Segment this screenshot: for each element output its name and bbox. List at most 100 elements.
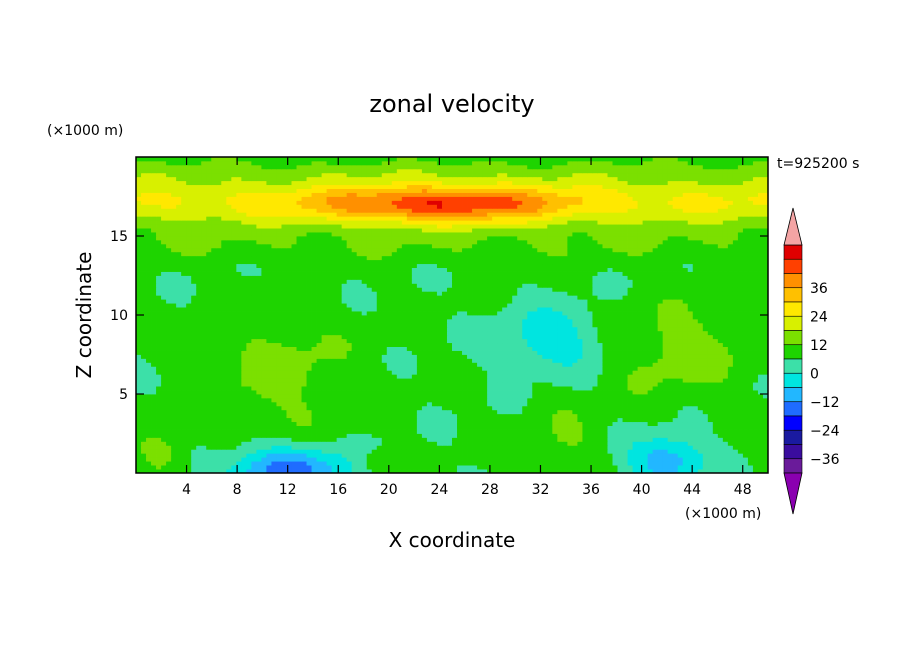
field-cell [191, 326, 197, 332]
field-cell [632, 453, 638, 458]
field-cell [537, 417, 543, 423]
field-cell [632, 358, 638, 363]
field-cell [416, 453, 423, 458]
field-cell [201, 465, 207, 470]
field-cell [281, 425, 287, 430]
field-cell [396, 330, 403, 336]
field-cell [542, 315, 548, 320]
field-cell [592, 413, 598, 419]
field-cell [306, 330, 312, 336]
field-cell [266, 409, 272, 415]
field-cell [487, 358, 493, 363]
field-cell [592, 445, 598, 450]
field-cell [747, 342, 754, 347]
field-cell [727, 346, 734, 351]
field-cell [707, 334, 714, 340]
field-cell [627, 401, 633, 407]
field-cell [462, 409, 468, 415]
field-cell [406, 417, 413, 423]
field-cell [301, 429, 307, 434]
field-cell [682, 441, 689, 446]
field-cell [602, 358, 608, 363]
field-cell [341, 390, 348, 395]
field-cell [522, 334, 528, 340]
field-cell [421, 405, 428, 411]
field-cell [747, 346, 754, 351]
field-cell [331, 449, 338, 454]
field-cell [627, 397, 633, 403]
field-cell [567, 417, 573, 423]
field-cell [472, 334, 478, 340]
field-cell [537, 390, 543, 395]
field-cell [146, 449, 152, 454]
field-cell [251, 437, 257, 442]
field-cell [532, 370, 538, 375]
field-cell [467, 425, 473, 430]
field-cell [336, 390, 343, 395]
field-cell [261, 465, 267, 470]
field-cell [527, 386, 533, 391]
field-cell [166, 401, 172, 407]
field-cell [231, 445, 237, 450]
field-cell [762, 465, 769, 470]
field-cell [727, 338, 734, 344]
field-cell [166, 449, 172, 454]
field-cell [717, 425, 724, 430]
field-cell [401, 346, 408, 351]
field-cell [692, 445, 699, 450]
field-cell [371, 413, 378, 419]
field-cell [487, 453, 493, 458]
field-cell [206, 441, 212, 446]
field-cell [522, 469, 528, 474]
field-cell [301, 354, 307, 359]
field-cell [331, 374, 338, 379]
field-cell [181, 338, 187, 344]
field-cell [181, 405, 187, 411]
field-cell [667, 366, 674, 371]
field-cell [381, 461, 388, 466]
field-cell [672, 334, 679, 340]
field-cell [712, 358, 719, 363]
field-cell [251, 433, 257, 438]
field-cell [266, 374, 272, 379]
field-cell [346, 374, 353, 379]
field-cell [737, 437, 744, 442]
field-cell [627, 318, 633, 324]
field-cell [737, 394, 744, 399]
field-cell [341, 465, 348, 470]
field-cell [592, 370, 598, 375]
field-cell [547, 362, 553, 367]
field-cell [146, 315, 152, 320]
field-cell [176, 354, 182, 359]
field-cell [487, 445, 493, 450]
field-cell [286, 413, 292, 419]
field-cell [371, 461, 378, 466]
field-cell [547, 378, 553, 383]
field-cell [482, 346, 488, 351]
field-cell [737, 421, 744, 426]
field-cell [747, 350, 754, 355]
field-cell [426, 417, 433, 423]
field-cell [742, 437, 749, 442]
field-cell [702, 350, 709, 355]
field-cell [446, 394, 453, 399]
field-cell [186, 366, 192, 371]
field-cell [381, 338, 388, 344]
field-cell [537, 318, 543, 324]
field-cell [482, 453, 488, 458]
field-cell [507, 461, 513, 466]
field-cell [537, 358, 543, 363]
field-cell [467, 445, 473, 450]
field-cell [276, 362, 282, 367]
field-cell [527, 342, 533, 347]
field-cell [702, 354, 709, 359]
field-cell [487, 449, 493, 454]
field-cell [737, 346, 744, 351]
field-cell [477, 318, 483, 324]
field-cell [301, 453, 307, 458]
field-cell [411, 457, 418, 462]
field-cell [507, 370, 513, 375]
field-cell [446, 374, 453, 379]
field-cell [657, 386, 664, 391]
field-cell [547, 322, 553, 328]
